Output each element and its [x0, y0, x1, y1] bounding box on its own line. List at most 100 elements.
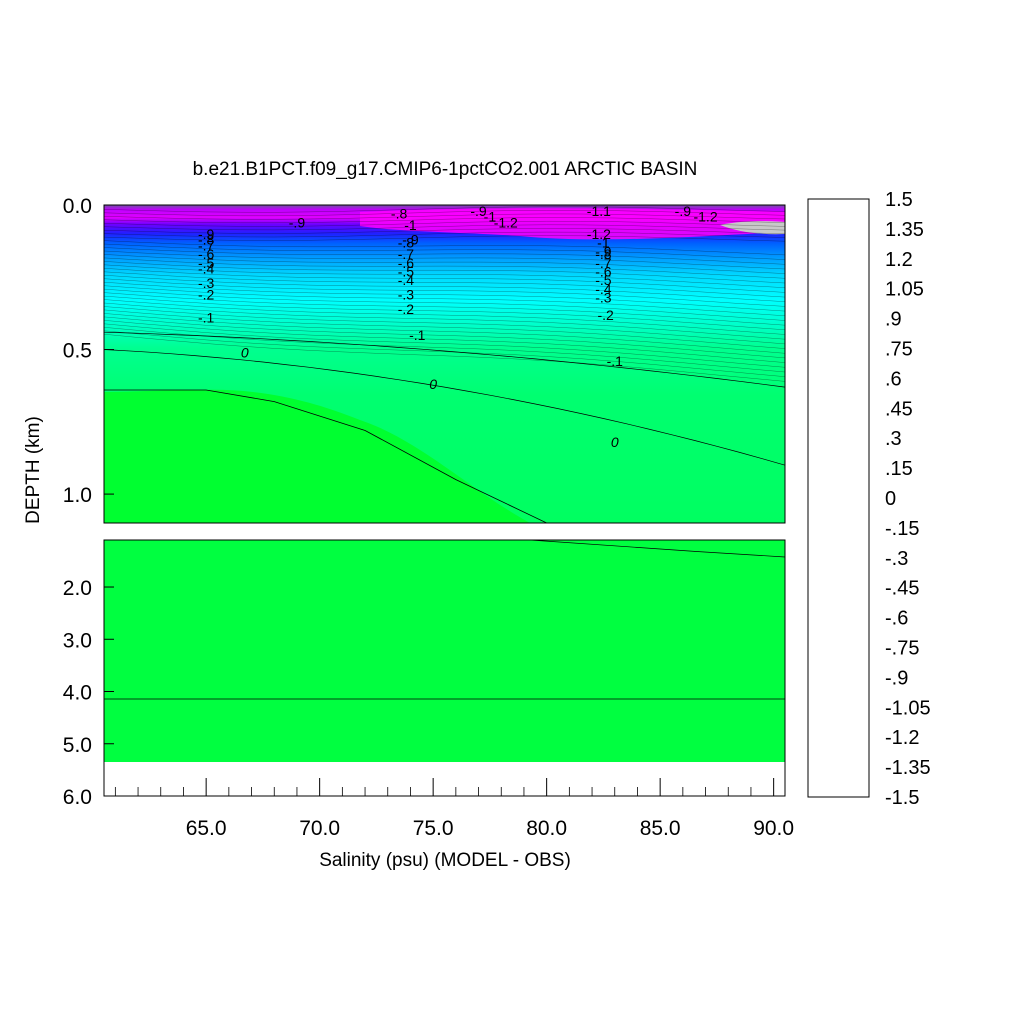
- contour-label: -.1: [409, 327, 426, 343]
- contour-line: [103, 243, 786, 260]
- x-minor-ticks: [114, 787, 752, 796]
- contour-label: -.9: [675, 203, 692, 219]
- y-tick-label: 1.0: [63, 484, 92, 507]
- contour-label: -.4: [398, 272, 415, 288]
- colorbar-label: .6: [885, 368, 902, 390]
- y-tick-label: 2.0: [63, 577, 92, 600]
- contour-line: [103, 268, 786, 293]
- contour-line: [103, 309, 786, 349]
- contour-label: -.9: [289, 214, 306, 230]
- colorbar-label: -.75: [885, 638, 919, 660]
- contour-label: -.8: [398, 235, 415, 251]
- contour-line: [103, 320, 786, 363]
- contour-label: -.1: [607, 353, 624, 369]
- contour-line: [103, 213, 786, 220]
- y-tick-labels: 0.0 0.5 1.0 2.0 3.0 4.0 5.0 6.0: [63, 195, 114, 809]
- contour-label: -1.2: [693, 209, 717, 225]
- contour-label: -.6: [198, 246, 215, 262]
- contour-line: [103, 210, 786, 216]
- colorbar-label: .9: [885, 309, 902, 331]
- contour-label: -.9: [595, 243, 612, 259]
- contour-line: [103, 264, 786, 288]
- contour-line: [103, 231, 786, 238]
- contour-line: [103, 224, 786, 231]
- lower-panel-frame: [103, 539, 786, 797]
- contour-line: [103, 292, 786, 326]
- y-tick-label: 0.0: [63, 195, 92, 218]
- colorbar-label: 0: [885, 488, 896, 510]
- lower-panel-fill: [104, 540, 785, 762]
- contour-labels: -.9-.8-.7-.6-.5-.4-.3-.2-.10-.8-1-.9-.8-…: [198, 203, 718, 450]
- contour-label: -.1: [198, 310, 215, 326]
- contour-label: -.3: [398, 287, 415, 303]
- x-tick-labels: 65.0 70.0 75.0 80.0 85.0 90.0: [186, 778, 794, 840]
- colorbar-label: -1.05: [885, 697, 931, 719]
- colorbar-label: -.6: [885, 608, 908, 630]
- colorbar-frame: [807, 198, 870, 798]
- contour-line: [103, 316, 786, 359]
- y-axis-label: DEPTH (km): [23, 416, 44, 524]
- contour-line: [103, 323, 786, 368]
- y-tick-label: 0.5: [63, 340, 92, 363]
- contour-label: -.6: [398, 255, 415, 271]
- contour-line: [103, 275, 786, 302]
- contour-line: [103, 240, 786, 256]
- contour-line: [103, 313, 786, 354]
- colorbar-label: -1.2: [885, 727, 919, 749]
- colorbar-label: .75: [885, 339, 913, 361]
- contour-label: -.9: [402, 232, 419, 248]
- upper-panel: -.9-.8-.7-.6-.5-.4-.3-.2-.10-.8-1-.9-.8-…: [103, 203, 786, 524]
- contour-line: [103, 306, 786, 345]
- x-tick-label: 90.0: [753, 817, 794, 840]
- contour-label: -.5: [198, 255, 215, 271]
- colorbar-label: -.15: [885, 518, 919, 540]
- contour-label: -.2: [198, 287, 215, 303]
- contour-label: 0: [429, 376, 437, 392]
- contour-label: -.7: [398, 246, 415, 262]
- contour-line: [103, 334, 786, 382]
- contour-label: -.9: [198, 226, 215, 242]
- contour-line: [103, 254, 786, 274]
- y-tick-label: 5.0: [63, 734, 92, 757]
- contour-label: -.6: [595, 263, 612, 279]
- contour-label: -.3: [198, 275, 215, 291]
- contour-line: [103, 257, 786, 279]
- deep-green-region: [104, 389, 530, 523]
- contour-label: -.2: [398, 301, 415, 317]
- no-data-area: [104, 762, 785, 796]
- colorbar-label: .15: [885, 458, 913, 480]
- contour-line: [103, 261, 786, 284]
- contour-line: [103, 285, 786, 316]
- contour-line: [103, 228, 786, 234]
- contour-label: -.7: [198, 237, 215, 253]
- colorbar-label: -1.35: [885, 757, 931, 779]
- contour-line: [103, 330, 786, 377]
- contour-line: [103, 327, 786, 373]
- colorbar-label: -1.5: [885, 787, 919, 809]
- colorbar-label: 1.2: [885, 249, 913, 271]
- colorbar-labels: 1.5 1.35 1.2 1.05 .9 .75 .6 .45 .3 .15 0 -.15 -.3 -.4…: [885, 189, 931, 809]
- contour-label: 0: [241, 344, 249, 360]
- contour-label: -.5: [595, 272, 612, 288]
- contour-label: -1: [404, 217, 417, 233]
- contour-label: -1.2: [587, 226, 611, 242]
- contour-line: [103, 235, 786, 242]
- y-tick-label: 4.0: [63, 682, 92, 705]
- contour-line: [103, 250, 786, 270]
- x-tick-label: 65.0: [186, 817, 227, 840]
- colorbar: 1.5 1.35 1.2 1.05 .9 .75 .6 .45 .3 .15 0 -.15 -.3 -.4…: [807, 189, 931, 809]
- lower-panel: [103, 539, 786, 797]
- contour-line: [103, 299, 786, 335]
- colorbar-label: -.9: [885, 667, 908, 689]
- gray-patch: [720, 221, 785, 235]
- contour-label: -.5: [398, 263, 415, 279]
- contour-label: -.8: [391, 206, 408, 222]
- y-tick-label: 3.0: [63, 629, 92, 652]
- y-tick-label: 6.0: [63, 786, 92, 809]
- contour-label: -.8: [595, 246, 612, 262]
- upper-contour-lines: [103, 206, 786, 524]
- colorbar-label: 1.05: [885, 279, 924, 301]
- contour-line: [103, 302, 786, 340]
- contour-line: [103, 282, 786, 312]
